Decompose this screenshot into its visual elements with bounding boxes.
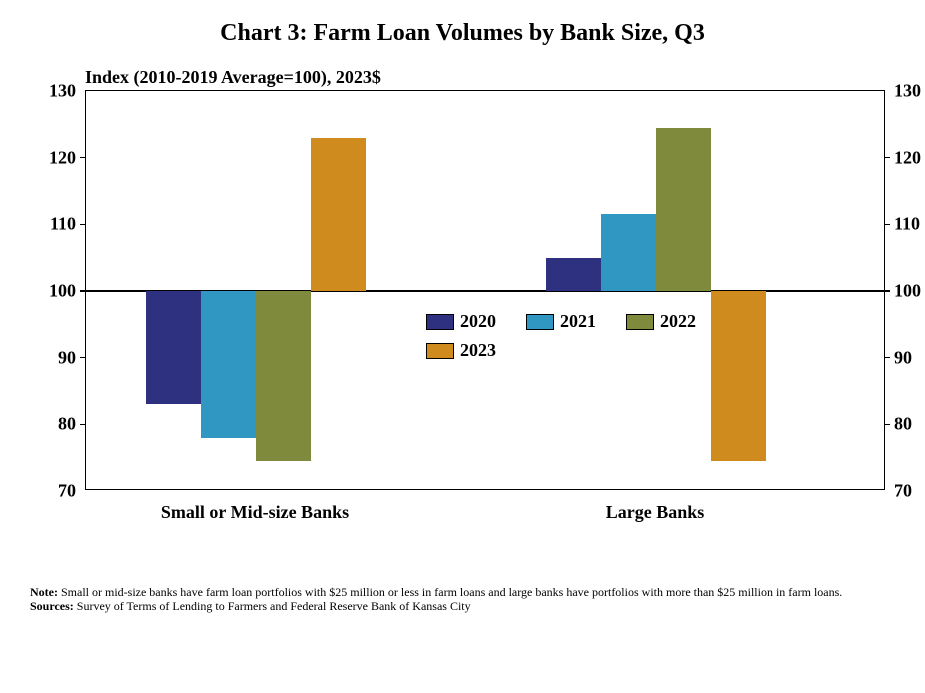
- legend: 2020 2021 2022 2023: [426, 311, 696, 361]
- y-tick-left: 130: [49, 81, 76, 102]
- legend-item: 2020: [426, 311, 496, 332]
- legend-item: 2022: [626, 311, 696, 332]
- note-text: Small or mid-size banks have farm loan p…: [58, 585, 842, 599]
- chart-subtitle: Index (2010-2019 Average=100), 2023$: [85, 67, 895, 88]
- y-tick-left: 90: [58, 347, 76, 368]
- legend-label: 2023: [460, 340, 496, 361]
- bar: [201, 291, 256, 438]
- y-axis-left: 708090100110120130: [36, 91, 81, 489]
- tick-mark: [80, 157, 86, 159]
- tick-mark: [884, 290, 890, 292]
- bar: [146, 291, 201, 404]
- y-tick-left: 120: [49, 147, 76, 168]
- x-category-label: Small or Mid-size Banks: [161, 502, 349, 523]
- chart-title: Chart 3: Farm Loan Volumes by Bank Size,…: [30, 20, 895, 47]
- y-tick-right: 110: [894, 214, 920, 235]
- x-category-label: Large Banks: [606, 502, 705, 523]
- sources-label: Sources:: [30, 599, 74, 613]
- bar: [656, 128, 711, 291]
- bar: [546, 258, 601, 291]
- tick-mark: [884, 157, 890, 159]
- y-tick-left: 110: [50, 214, 76, 235]
- legend-swatch: [426, 314, 454, 330]
- chart-notes: Note: Small or mid-size banks have farm …: [30, 585, 895, 614]
- plot-area: 708090100110120130 708090100110120130 20…: [85, 90, 885, 490]
- legend-item: 2023: [426, 340, 496, 361]
- tick-mark: [884, 424, 890, 426]
- legend-item: 2021: [526, 311, 596, 332]
- legend-swatch: [626, 314, 654, 330]
- legend-swatch: [526, 314, 554, 330]
- y-tick-left: 70: [58, 481, 76, 502]
- y-tick-right: 100: [894, 281, 921, 302]
- y-tick-right: 80: [894, 414, 912, 435]
- tick-mark: [80, 224, 86, 226]
- y-axis-right: 708090100110120130: [889, 91, 925, 489]
- bar: [311, 138, 366, 291]
- bars-region: [86, 91, 884, 489]
- y-tick-right: 120: [894, 147, 921, 168]
- tick-mark: [80, 424, 86, 426]
- tick-mark: [80, 357, 86, 359]
- bar: [601, 214, 656, 291]
- tick-mark: [884, 224, 890, 226]
- y-tick-right: 90: [894, 347, 912, 368]
- legend-label: 2022: [660, 311, 696, 332]
- y-tick-left: 100: [49, 281, 76, 302]
- y-tick-right: 130: [894, 81, 921, 102]
- y-tick-right: 70: [894, 481, 912, 502]
- legend-label: 2020: [460, 311, 496, 332]
- sources-text: Survey of Terms of Lending to Farmers an…: [74, 599, 471, 613]
- legend-swatch: [426, 343, 454, 359]
- bar: [256, 291, 311, 461]
- bar: [711, 291, 766, 461]
- tick-mark: [884, 357, 890, 359]
- note-label: Note:: [30, 585, 58, 599]
- legend-label: 2021: [560, 311, 596, 332]
- x-axis-labels: Small or Mid-size Banks Large Banks: [85, 490, 885, 530]
- y-tick-left: 80: [58, 414, 76, 435]
